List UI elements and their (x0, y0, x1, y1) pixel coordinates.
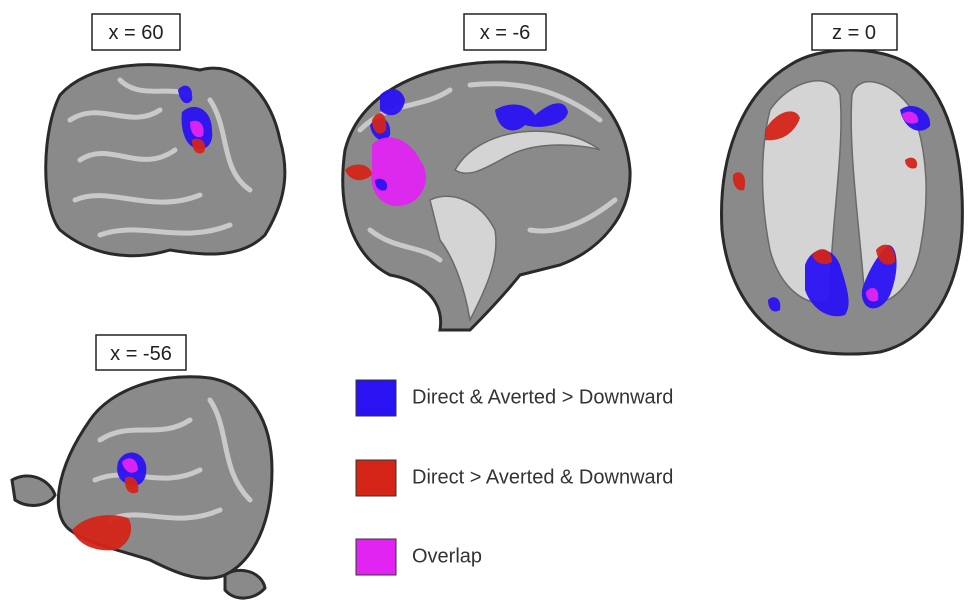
legend-label: Direct > Averted & Downward (412, 466, 673, 488)
slice-label: z = 0 (832, 22, 876, 44)
legend-swatch (356, 460, 396, 496)
brain-shape (225, 570, 265, 598)
legend: Direct & Averted > Downward Direct > Ave… (356, 380, 673, 575)
legend-swatch (356, 539, 396, 575)
page: x = 60 x = -6 z = 0 (0, 0, 968, 607)
slice-label: x = -6 (480, 22, 531, 44)
brain-slice (46, 65, 285, 256)
slice-label: x = -56 (110, 343, 172, 365)
brain-slice (343, 62, 630, 330)
figure: x = 60 x = -6 z = 0 (0, 0, 968, 607)
brain-shape (12, 476, 55, 505)
legend-label: Direct & Averted > Downward (412, 386, 673, 408)
slice-label: x = 60 (108, 22, 163, 44)
brain-slice (722, 50, 963, 354)
legend-label: Overlap (412, 545, 482, 567)
brain-slice (12, 377, 272, 598)
legend-swatch (356, 380, 396, 416)
